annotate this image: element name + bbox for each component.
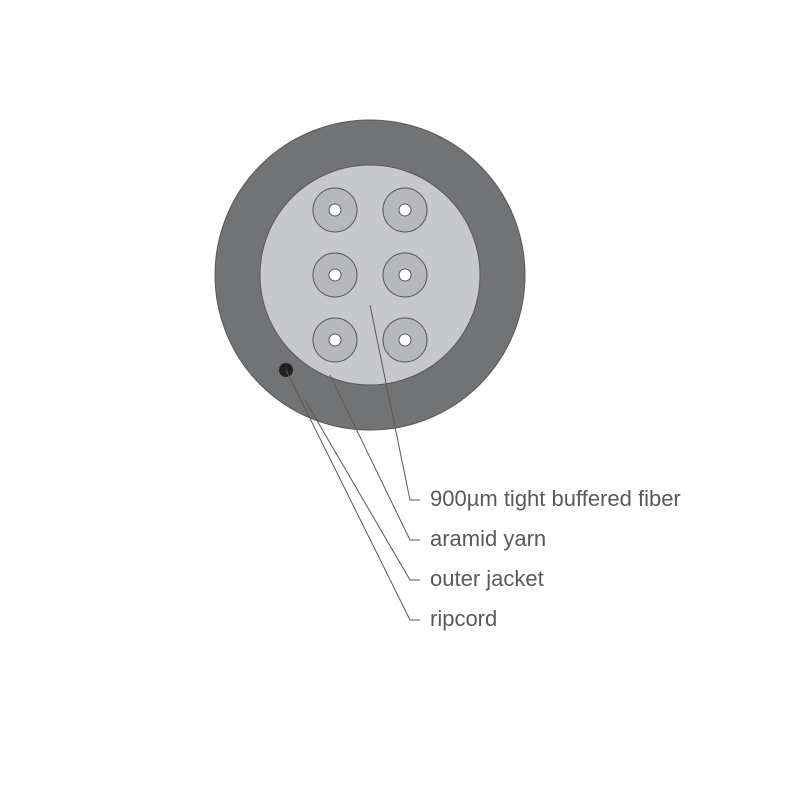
fiber-core bbox=[329, 204, 341, 216]
fiber-core bbox=[329, 334, 341, 346]
fiber-core bbox=[399, 334, 411, 346]
fiber-core bbox=[399, 204, 411, 216]
fiber-core bbox=[399, 269, 411, 281]
fiber-core bbox=[329, 269, 341, 281]
label-jacket: outer jacket bbox=[430, 566, 544, 591]
cable-cross-section-diagram: 900µm tight buffered fiber aramid yarn o… bbox=[0, 0, 800, 800]
label-fiber: 900µm tight buffered fiber bbox=[430, 486, 681, 511]
label-ripcord: ripcord bbox=[430, 606, 497, 631]
aramid-yarn-core bbox=[260, 165, 480, 385]
label-aramid: aramid yarn bbox=[430, 526, 546, 551]
